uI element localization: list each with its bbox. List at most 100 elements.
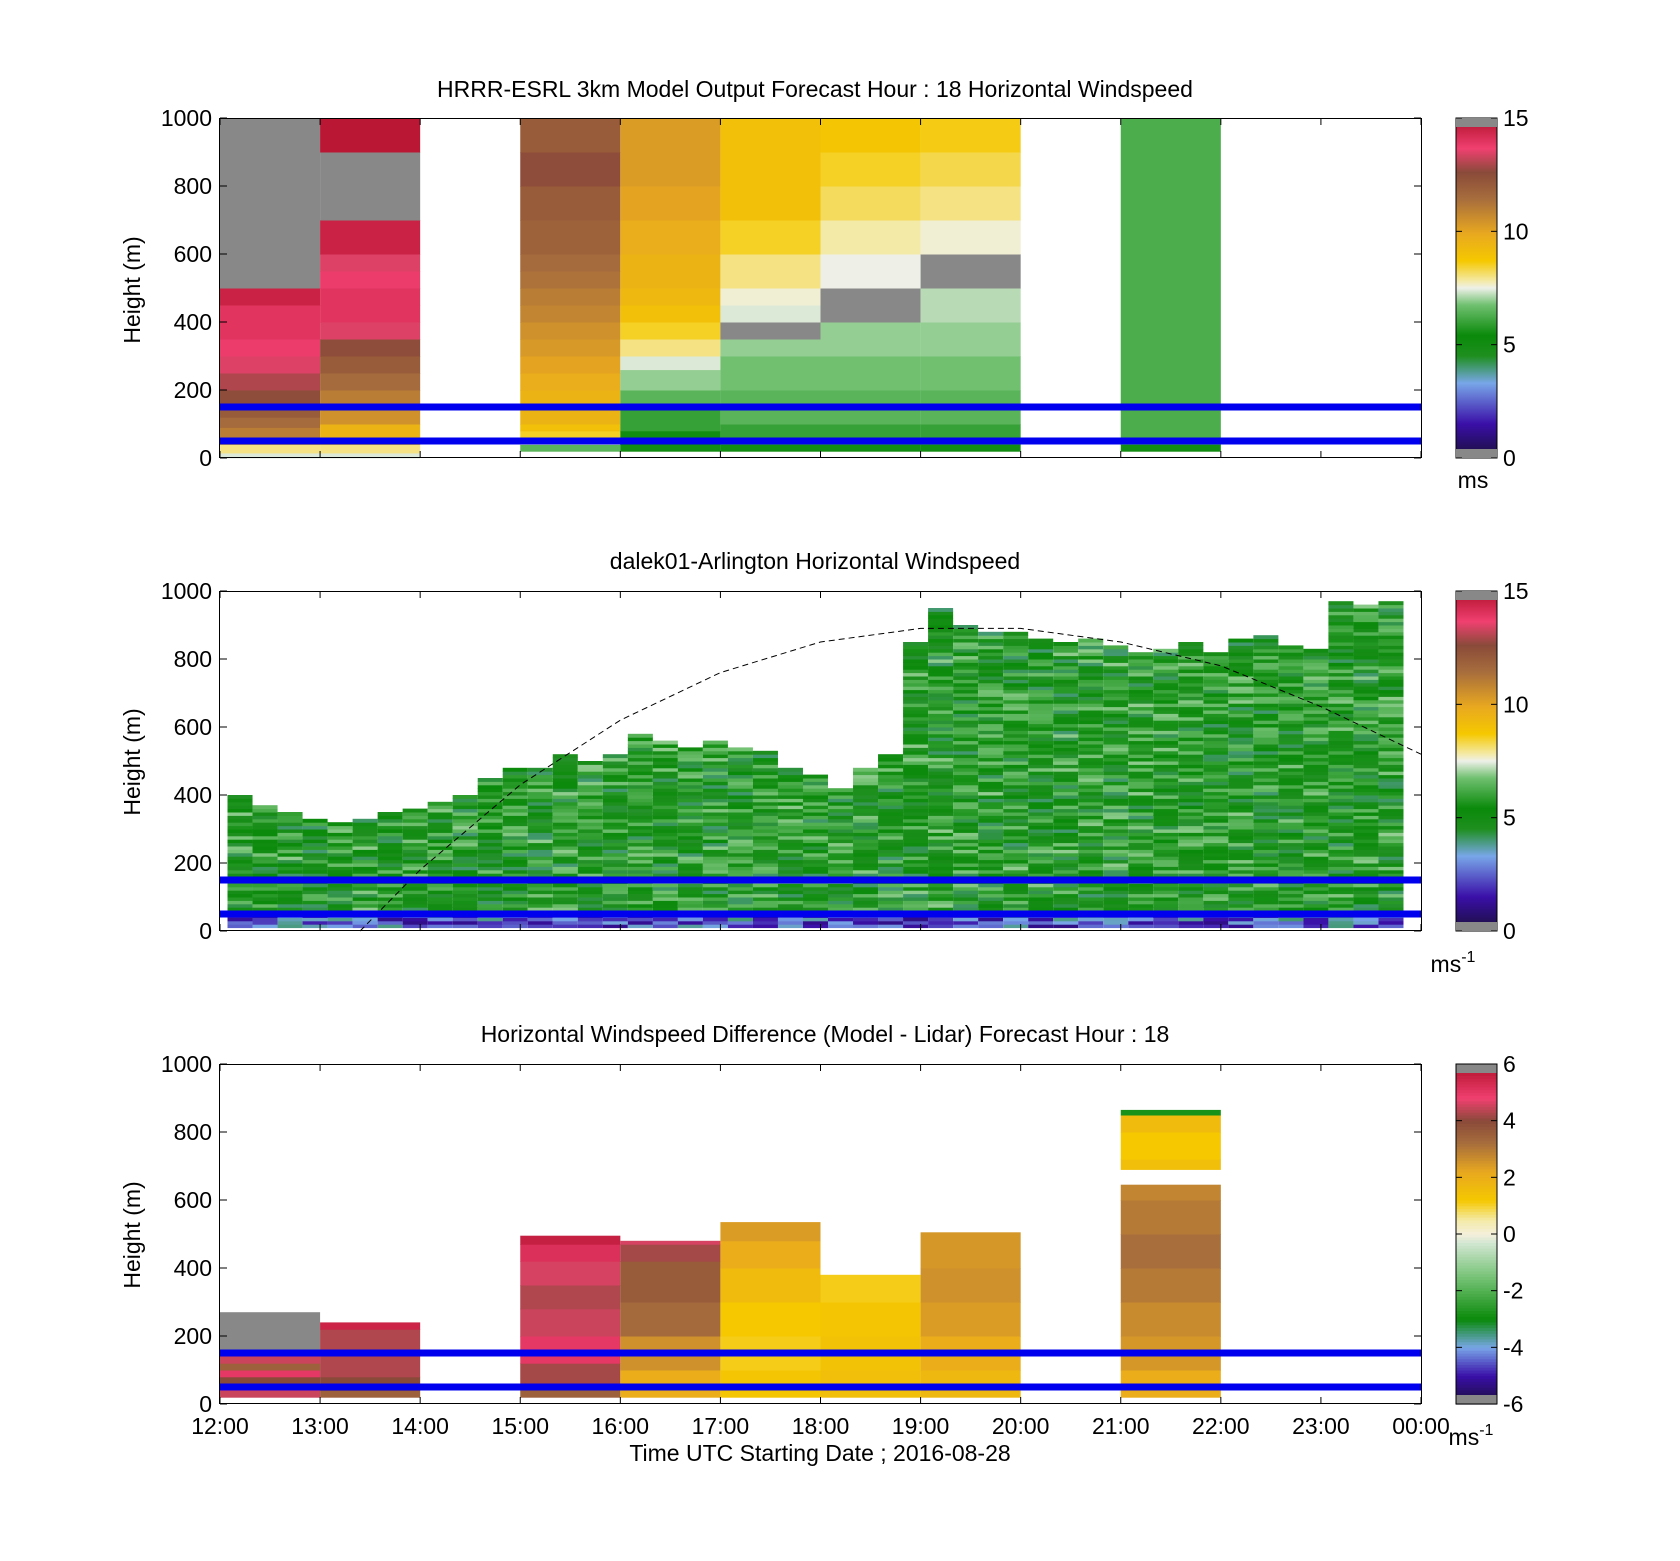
heatmap-cell <box>1003 662 1028 666</box>
heatmap-cell <box>1078 809 1103 813</box>
heatmap-cell <box>1003 924 1028 928</box>
heatmap-cell <box>1353 751 1378 755</box>
heatmap-cell <box>603 866 628 870</box>
heatmap-cell <box>428 890 453 894</box>
heatmap-cell <box>1378 815 1403 819</box>
heatmap-cell <box>1378 730 1403 734</box>
heatmap-cell <box>1303 700 1328 704</box>
heatmap-cell <box>928 856 953 860</box>
heatmap-cell <box>978 761 1003 765</box>
heatmap-cell <box>678 764 703 768</box>
heatmap-cell <box>478 856 503 860</box>
heatmap-cell <box>978 788 1003 792</box>
heatmap-cell <box>903 839 928 843</box>
heatmap-cell <box>553 849 578 853</box>
heatmap-cell <box>953 751 978 755</box>
heatmap-cell <box>953 853 978 857</box>
heatmap-cell <box>978 815 1003 819</box>
y-tick-label: 1000 <box>161 105 212 131</box>
heatmap-cell <box>1028 894 1053 898</box>
heatmap-cell <box>478 822 503 826</box>
heatmap-cell <box>821 322 921 357</box>
heatmap-cell <box>1203 917 1228 921</box>
heatmap-cell <box>1153 686 1178 690</box>
heatmap-cell <box>903 727 928 731</box>
heatmap-cell <box>528 792 553 796</box>
heatmap-cell <box>378 846 403 850</box>
heatmap-cell <box>1078 785 1103 789</box>
heatmap-cell <box>228 836 253 840</box>
heatmap-cell <box>703 839 728 843</box>
heatmap-cell <box>1303 707 1328 711</box>
heatmap-cell <box>1228 826 1253 830</box>
heatmap-cell <box>753 843 778 847</box>
heatmap-cell <box>1028 768 1053 772</box>
heatmap-cell <box>228 863 253 867</box>
heatmap-cell <box>328 849 353 853</box>
heatmap-cell <box>903 812 928 816</box>
heatmap-cell <box>1303 795 1328 799</box>
heatmap-cell <box>978 649 1003 653</box>
heatmap-cell <box>220 356 320 374</box>
heatmap-cell <box>1003 802 1028 806</box>
heatmap-cell <box>821 356 921 391</box>
heatmap-cell <box>1303 798 1328 802</box>
heatmap-cell <box>1003 904 1028 908</box>
heatmap-cell <box>1328 622 1353 626</box>
heatmap-cell <box>903 673 928 677</box>
heatmap-cell <box>978 659 1003 663</box>
heatmap-cell <box>928 693 953 697</box>
heatmap-cell <box>478 904 503 908</box>
heatmap-cell <box>1178 860 1203 864</box>
heatmap-cell <box>828 819 853 823</box>
heatmap-cell <box>1153 866 1178 870</box>
heatmap-cell <box>1378 645 1403 649</box>
heatmap-cell <box>653 870 678 874</box>
heatmap-cell <box>878 921 903 925</box>
heatmap-cell <box>753 812 778 816</box>
heatmap-cell <box>728 870 753 874</box>
heatmap-cell <box>1303 771 1328 775</box>
heatmap-cell <box>1028 917 1053 921</box>
heatmap-cell <box>928 917 953 921</box>
heatmap-cell <box>1028 652 1053 656</box>
heatmap-cell <box>803 809 828 813</box>
heatmap-cell <box>878 819 903 823</box>
heatmap-cell <box>903 754 928 758</box>
heatmap-cell <box>1103 832 1128 836</box>
heatmap-cell <box>928 656 953 660</box>
heatmap-cell <box>228 917 253 921</box>
heatmap-cell <box>1128 785 1153 789</box>
heatmap-cell <box>953 829 978 833</box>
heatmap-cell <box>678 863 703 867</box>
heatmap-cell <box>978 713 1003 717</box>
heatmap-cell <box>328 856 353 860</box>
heatmap-cell <box>228 904 253 908</box>
heatmap-cell <box>578 792 603 796</box>
heatmap-cell <box>503 846 528 850</box>
heatmap-cell <box>878 815 903 819</box>
heatmap-cell <box>921 356 1021 391</box>
heatmap-cell <box>1253 921 1278 925</box>
heatmap-cell <box>953 846 978 850</box>
heatmap-cell <box>878 870 903 874</box>
heatmap-cell <box>953 894 978 898</box>
heatmap-cell <box>1228 713 1253 717</box>
heatmap-cell <box>1328 812 1353 816</box>
heatmap-cell <box>1128 737 1153 741</box>
heatmap-cell <box>1028 846 1053 850</box>
heatmap-cell <box>1378 713 1403 717</box>
heatmap-cell <box>1153 802 1178 806</box>
heatmap-cell <box>1103 690 1128 694</box>
heatmap-cell <box>428 815 453 819</box>
heatmap-cell <box>553 856 578 860</box>
heatmap-cell <box>353 846 378 850</box>
heatmap-cell <box>1378 608 1403 612</box>
heatmap-cell <box>978 866 1003 870</box>
heatmap-cell <box>1028 683 1053 687</box>
heatmap-cell <box>1153 788 1178 792</box>
heatmap-cell <box>778 853 803 857</box>
heatmap-cell <box>503 870 528 874</box>
heatmap-cell <box>1003 645 1028 649</box>
heatmap-cell <box>1103 662 1128 666</box>
